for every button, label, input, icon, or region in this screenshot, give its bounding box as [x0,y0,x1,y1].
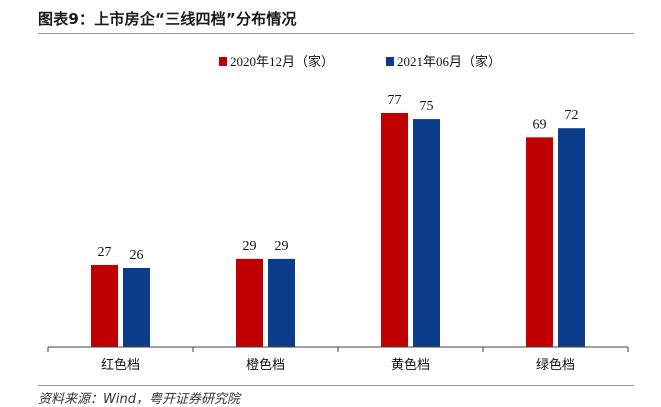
bars-group [91,113,585,348]
data-label: 77 [388,93,402,108]
data-label: 69 [533,117,547,132]
bar-series-2020-12 [91,264,118,347]
category-label: 黄色档 [391,357,430,373]
title-divider [38,33,634,34]
chart-title: 图表9：上市房企“三线四档”分布情况 [38,10,297,28]
data-label: 26 [130,248,144,263]
data-label: 75 [420,99,434,114]
category-label: 红色档 [101,357,140,373]
legend: 2020年12月（家） 2021年06月（家） [219,54,501,69]
source-divider [38,385,634,386]
bar-series-2021-06 [558,128,585,347]
data-label: 29 [243,239,257,254]
legend-swatch [386,57,394,66]
data-label: 72 [565,108,579,123]
x-axis-ticks [47,347,629,352]
legend-label: 2020年12月（家） [230,54,334,69]
bar-series-2021-06 [413,119,440,348]
legend-swatch [219,57,227,66]
data-labels: 27 26 29 29 77 75 69 72 [98,93,579,263]
data-label: 29 [275,239,289,254]
bar-series-2021-06 [268,258,295,347]
bar-series-2021-06 [123,267,150,347]
category-label: 橙色档 [246,357,285,373]
bar-series-2020-12 [381,113,408,347]
source-note: 资料来源：Wind，粤开证券研究院 [38,392,240,407]
category-label: 绿色档 [536,357,575,373]
legend-label: 2021年06月（家） [397,54,501,69]
bar-series-2020-12 [526,137,553,347]
bar-series-2020-12 [236,258,263,347]
category-labels: 红色档 橙色档 黄色档 绿色档 [101,357,575,373]
data-label: 27 [98,245,112,260]
